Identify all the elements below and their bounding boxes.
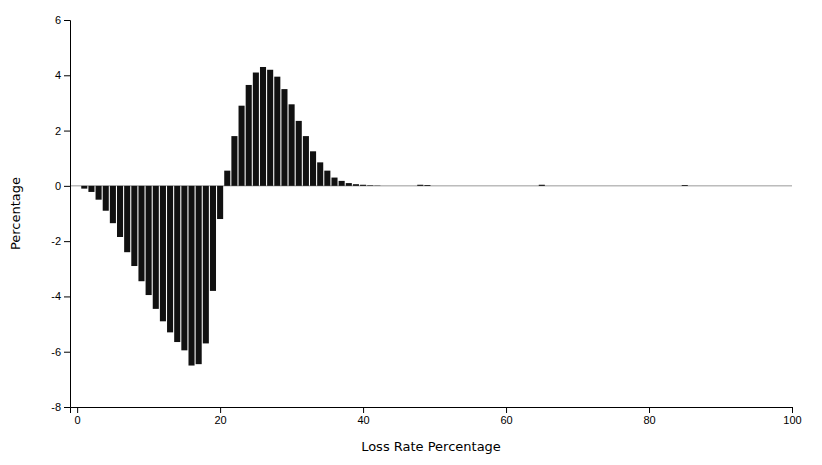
bar bbox=[367, 185, 373, 187]
bar bbox=[310, 151, 316, 186]
tick-mark bbox=[64, 241, 70, 242]
bar bbox=[260, 67, 266, 186]
tick-label: 6 bbox=[55, 14, 61, 26]
tick: 6 bbox=[55, 14, 70, 26]
bar bbox=[346, 183, 352, 186]
tick: -2 bbox=[51, 235, 70, 247]
tick-mark bbox=[649, 407, 650, 413]
bar bbox=[103, 186, 109, 211]
tick-mark bbox=[64, 20, 70, 21]
plot: 0 20 40 60 80 100 -8 -6 -4 -2 0 2 4 6 bbox=[51, 14, 801, 426]
bar bbox=[246, 85, 252, 186]
bar bbox=[188, 186, 194, 366]
tick-mark bbox=[792, 407, 793, 413]
bar bbox=[539, 185, 545, 186]
tick: -6 bbox=[51, 346, 70, 358]
tick-mark bbox=[77, 407, 78, 413]
bar bbox=[88, 186, 94, 192]
bar bbox=[196, 186, 202, 364]
bar bbox=[682, 185, 688, 187]
tick-mark bbox=[64, 75, 70, 76]
y-axis: -8 -6 -4 -2 0 2 4 6 bbox=[51, 14, 70, 413]
bar bbox=[324, 171, 330, 186]
tick-label: 4 bbox=[55, 69, 61, 81]
bar bbox=[203, 186, 209, 344]
y-axis-title: Percentage bbox=[8, 177, 23, 250]
bar bbox=[281, 89, 287, 186]
tick: 4 bbox=[55, 69, 70, 81]
bar bbox=[274, 77, 280, 186]
bar bbox=[289, 104, 295, 186]
tick-label: 40 bbox=[357, 414, 369, 426]
x-axis-line bbox=[71, 408, 793, 414]
tick: 0 bbox=[55, 180, 70, 192]
bar bbox=[239, 106, 245, 186]
tick: 0 bbox=[75, 407, 81, 426]
tick-mark bbox=[64, 131, 70, 132]
tick-label: 60 bbox=[500, 414, 512, 426]
tick-mark bbox=[506, 407, 507, 413]
tick: 80 bbox=[643, 407, 655, 426]
tick-mark bbox=[64, 407, 70, 408]
bar bbox=[303, 136, 309, 186]
bar bbox=[210, 186, 216, 291]
bar bbox=[117, 186, 123, 237]
tick-label: -2 bbox=[51, 235, 61, 247]
tick-label: 100 bbox=[783, 414, 801, 426]
tick: 100 bbox=[783, 407, 801, 426]
tick-mark bbox=[64, 352, 70, 353]
tick-label: -8 bbox=[51, 401, 61, 413]
tick-mark bbox=[64, 186, 70, 187]
bar bbox=[267, 70, 273, 186]
bar bbox=[181, 186, 187, 350]
bar bbox=[317, 162, 323, 185]
tick-label: 0 bbox=[75, 414, 81, 426]
bar bbox=[138, 186, 144, 281]
tick: 40 bbox=[357, 407, 369, 426]
bar bbox=[296, 121, 302, 186]
x-axis-title: Loss Rate Percentage bbox=[361, 439, 501, 454]
tick-label: 2 bbox=[55, 125, 61, 137]
tick-label: 0 bbox=[55, 180, 61, 192]
bar bbox=[339, 181, 345, 186]
bar bbox=[231, 136, 237, 186]
bar bbox=[96, 186, 102, 200]
bar bbox=[424, 185, 430, 187]
tick-label: -4 bbox=[51, 290, 61, 302]
tick: -8 bbox=[51, 401, 70, 413]
bar bbox=[217, 186, 223, 219]
bar bbox=[253, 73, 259, 186]
x-axis: 0 20 40 60 80 100 bbox=[71, 407, 802, 426]
bars bbox=[81, 67, 688, 366]
bar bbox=[174, 186, 180, 342]
bar bbox=[374, 185, 380, 186]
bar bbox=[360, 185, 366, 186]
tick-label: 20 bbox=[214, 414, 226, 426]
bar bbox=[167, 186, 173, 333]
y-axis-line bbox=[64, 21, 71, 408]
tick: 60 bbox=[500, 407, 512, 426]
tick-mark bbox=[363, 407, 364, 413]
bar bbox=[131, 186, 137, 266]
bar bbox=[353, 184, 359, 186]
bar bbox=[81, 186, 87, 189]
bar bbox=[124, 186, 130, 252]
tick-label: -6 bbox=[51, 346, 61, 358]
bar bbox=[417, 185, 423, 186]
bar bbox=[331, 178, 337, 186]
tick: -4 bbox=[51, 290, 70, 302]
bar bbox=[146, 186, 152, 295]
bar bbox=[224, 171, 230, 186]
tick-label: 80 bbox=[643, 414, 655, 426]
bar bbox=[110, 186, 116, 223]
bar bbox=[160, 186, 166, 321]
bar bbox=[153, 186, 159, 309]
chart: 0 20 40 60 80 100 -8 -6 -4 -2 0 2 4 6 Loss Rate Percen… bbox=[0, 0, 822, 465]
tick: 20 bbox=[214, 407, 226, 426]
tick-mark bbox=[64, 296, 70, 297]
tick: 2 bbox=[55, 125, 70, 137]
tick-mark bbox=[220, 407, 221, 413]
